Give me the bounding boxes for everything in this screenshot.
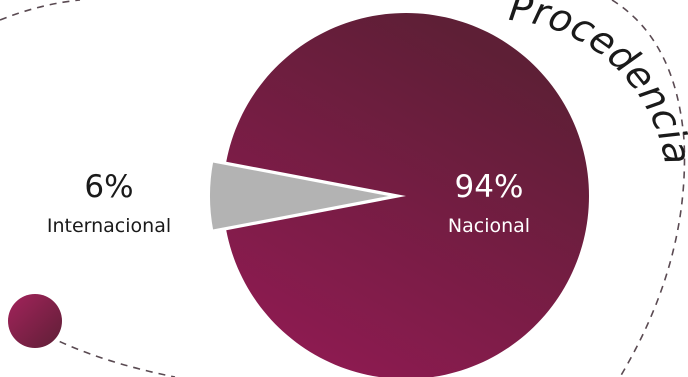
dashed-line-bottom — [47, 335, 176, 377]
slice-labels: 94% Nacional 6% Internacional — [47, 169, 530, 237]
slice-label-nacional: Nacional — [448, 215, 530, 237]
slice-value-internacional: 6% — [84, 169, 133, 205]
slice-label-internacional: Internacional — [47, 215, 171, 237]
accent-dot — [8, 294, 62, 348]
dashed-line-top-left — [0, 0, 81, 21]
slice-nacional — [226, 13, 589, 377]
pie-slices — [208, 13, 589, 377]
slice-value-nacional: 94% — [455, 169, 524, 205]
slice-internacional — [208, 160, 395, 232]
